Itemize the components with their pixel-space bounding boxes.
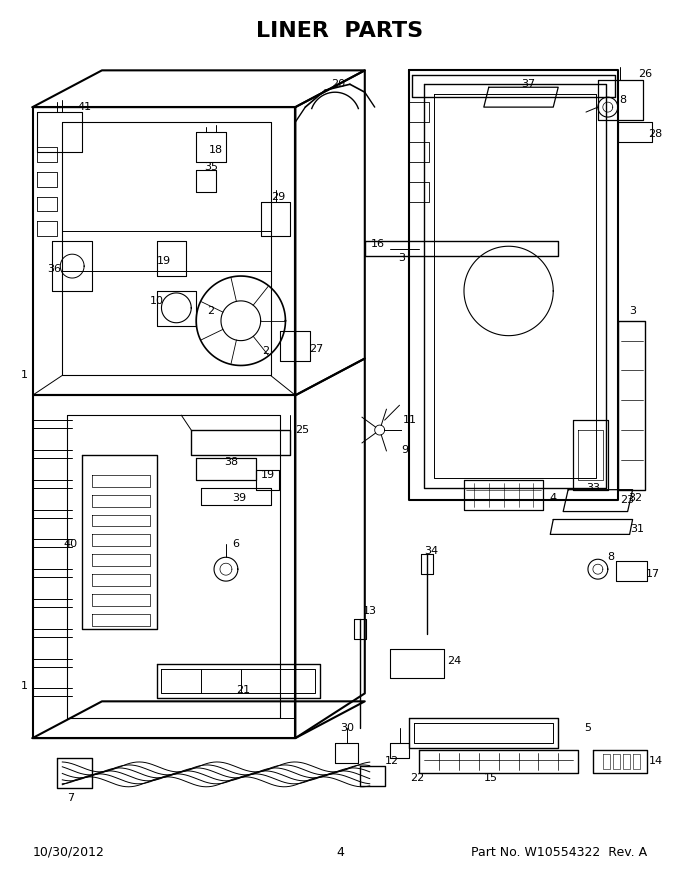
Text: 15: 15 [483, 773, 498, 783]
Text: 16: 16 [371, 239, 385, 249]
Text: Part No. W10554322  Rev. A: Part No. W10554322 Rev. A [471, 846, 647, 859]
Text: 8: 8 [607, 553, 614, 562]
Text: 2: 2 [262, 346, 269, 356]
Text: 24: 24 [447, 656, 461, 665]
Text: 31: 31 [630, 524, 645, 534]
Text: 41: 41 [77, 102, 91, 112]
Text: 37: 37 [522, 79, 536, 89]
Text: 36: 36 [48, 264, 61, 274]
Text: 33: 33 [586, 483, 600, 493]
Text: 8: 8 [619, 95, 626, 105]
Text: 3: 3 [398, 253, 405, 263]
Text: 19: 19 [260, 470, 275, 480]
Text: 6: 6 [233, 539, 239, 549]
Text: 9: 9 [401, 445, 408, 455]
Text: 18: 18 [209, 145, 223, 155]
Text: 10/30/2012: 10/30/2012 [33, 846, 105, 859]
Text: 40: 40 [63, 539, 78, 549]
Text: 4: 4 [549, 493, 557, 502]
Text: LINER  PARTS: LINER PARTS [256, 20, 424, 40]
Text: 25: 25 [295, 425, 309, 435]
Text: 5: 5 [584, 723, 592, 733]
Text: 20: 20 [331, 79, 345, 89]
Text: 2: 2 [207, 306, 215, 316]
Text: 4: 4 [336, 846, 344, 859]
Text: 12: 12 [384, 756, 398, 766]
Text: 10: 10 [150, 296, 163, 306]
Text: 29: 29 [271, 192, 286, 202]
Text: 13: 13 [362, 606, 377, 616]
Text: 34: 34 [424, 546, 439, 556]
Text: 28: 28 [648, 129, 662, 139]
Text: 11: 11 [403, 415, 416, 425]
Text: 32: 32 [628, 493, 643, 502]
Text: 19: 19 [156, 256, 171, 266]
Text: 30: 30 [340, 723, 354, 733]
Text: 26: 26 [639, 70, 653, 79]
Text: 35: 35 [204, 162, 218, 172]
Text: 14: 14 [648, 756, 662, 766]
Text: 1: 1 [21, 681, 28, 692]
Text: 21: 21 [236, 686, 250, 695]
Text: 7: 7 [67, 793, 74, 803]
Text: 3: 3 [629, 306, 636, 316]
Text: 22: 22 [410, 773, 424, 783]
Text: 38: 38 [224, 457, 238, 467]
Text: 17: 17 [645, 569, 660, 579]
Text: 27: 27 [309, 343, 323, 354]
Text: 23: 23 [621, 495, 634, 504]
Text: 1: 1 [21, 370, 28, 380]
Text: 39: 39 [232, 493, 246, 502]
